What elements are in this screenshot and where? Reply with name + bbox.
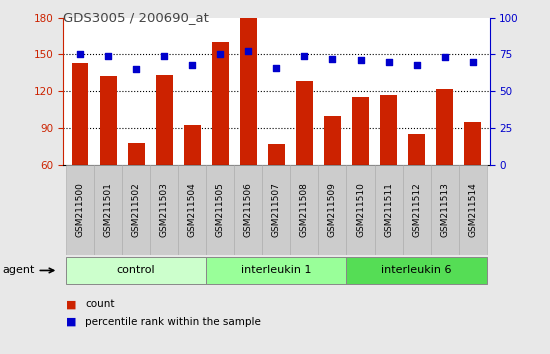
Bar: [150, 165, 178, 255]
Text: GSM211500: GSM211500: [75, 182, 85, 237]
Bar: [178, 165, 206, 255]
Point: [188, 62, 197, 68]
Bar: [346, 165, 375, 255]
Point: [412, 62, 421, 68]
Bar: [408, 134, 425, 165]
Bar: [100, 76, 117, 165]
Bar: [156, 75, 173, 165]
Bar: [262, 165, 290, 255]
Bar: [72, 63, 89, 165]
Bar: [403, 165, 431, 255]
Text: count: count: [85, 299, 115, 309]
Point: [272, 65, 280, 70]
Point: [132, 66, 141, 72]
Text: GSM211513: GSM211513: [440, 182, 449, 237]
Text: GSM211504: GSM211504: [188, 182, 197, 237]
Bar: [122, 165, 150, 255]
Text: GSM211502: GSM211502: [131, 182, 141, 237]
Text: GSM211501: GSM211501: [103, 182, 113, 237]
Bar: [380, 95, 397, 165]
Bar: [346, 257, 487, 284]
Text: percentile rank within the sample: percentile rank within the sample: [85, 317, 261, 327]
Text: GSM211512: GSM211512: [412, 182, 421, 237]
Bar: [128, 143, 145, 165]
Bar: [94, 165, 122, 255]
Text: GSM211509: GSM211509: [328, 182, 337, 237]
Point: [300, 53, 309, 59]
Text: ■: ■: [66, 317, 76, 327]
Bar: [324, 116, 341, 165]
Text: GDS3005 / 200690_at: GDS3005 / 200690_at: [63, 11, 209, 24]
Bar: [240, 18, 257, 165]
Text: control: control: [117, 266, 156, 275]
Bar: [268, 144, 285, 165]
Bar: [459, 165, 487, 255]
Point: [160, 53, 169, 59]
Bar: [66, 257, 206, 284]
Point: [468, 59, 477, 64]
Text: GSM211508: GSM211508: [300, 182, 309, 237]
Point: [356, 57, 365, 63]
Bar: [66, 165, 94, 255]
Bar: [352, 97, 369, 165]
Point: [384, 59, 393, 64]
Text: GSM211503: GSM211503: [160, 182, 169, 237]
Bar: [318, 165, 346, 255]
Point: [104, 53, 113, 59]
Text: GSM211507: GSM211507: [272, 182, 281, 237]
Bar: [234, 165, 262, 255]
Bar: [290, 165, 318, 255]
Text: GSM211514: GSM211514: [468, 182, 477, 237]
Text: GSM211511: GSM211511: [384, 182, 393, 237]
Text: ■: ■: [66, 299, 76, 309]
Text: interleukin 1: interleukin 1: [241, 266, 312, 275]
Bar: [431, 165, 459, 255]
Text: agent: agent: [3, 266, 35, 275]
Text: interleukin 6: interleukin 6: [381, 266, 452, 275]
Bar: [206, 257, 346, 284]
Bar: [436, 89, 453, 165]
Bar: [375, 165, 403, 255]
Bar: [296, 81, 313, 165]
Text: GSM211506: GSM211506: [244, 182, 253, 237]
Bar: [184, 125, 201, 165]
Bar: [464, 122, 481, 165]
Bar: [206, 165, 234, 255]
Point: [244, 48, 253, 54]
Point: [76, 52, 85, 57]
Point: [216, 52, 225, 57]
Point: [328, 56, 337, 62]
Text: GSM211510: GSM211510: [356, 182, 365, 237]
Bar: [212, 42, 229, 165]
Text: GSM211505: GSM211505: [216, 182, 225, 237]
Point: [440, 55, 449, 60]
